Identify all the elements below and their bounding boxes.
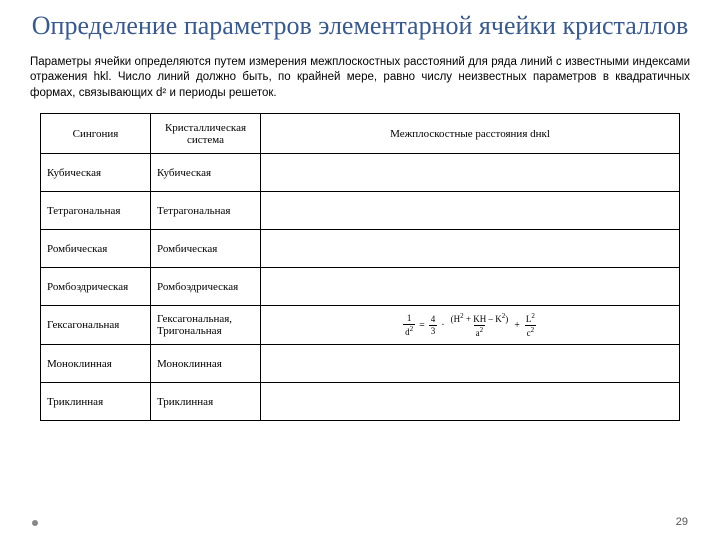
cell-syngony: Моноклинная (41, 345, 151, 383)
cell-system: Гексагональная, Тригональная (151, 306, 261, 345)
table-row: Триклинная Триклинная (41, 383, 680, 421)
table-header-row: Сингония Кристаллическая система Межплос… (41, 114, 680, 154)
cell-formula (261, 383, 680, 421)
cell-system: Ромбическая (151, 230, 261, 268)
table-row: Гексагональная Гексагональная, Тригональ… (41, 306, 680, 345)
table-container: Сингония Кристаллическая система Межплос… (0, 113, 720, 421)
cell-syngony: Гексагональная (41, 306, 151, 345)
table-row: Тетрагональная Тетрагональная (41, 192, 680, 230)
col-header-system: Кристаллическая система (151, 114, 261, 154)
cell-formula-hex: 1d2 = 43 · (H2 + KH – K2)a2 + L2c2 (261, 306, 680, 345)
col-header-distance: Межплоскостные расстояния dнкl (261, 114, 680, 154)
cell-formula (261, 230, 680, 268)
cell-system: Тетрагональная (151, 192, 261, 230)
crystal-systems-table: Сингония Кристаллическая система Межплос… (40, 113, 680, 421)
cell-syngony: Ромбическая (41, 230, 151, 268)
cell-syngony: Ромбоэдрическая (41, 268, 151, 306)
cell-system: Моноклинная (151, 345, 261, 383)
cell-formula (261, 192, 680, 230)
cell-system: Триклинная (151, 383, 261, 421)
table-row: Моноклинная Моноклинная (41, 345, 680, 383)
col-header-syngony: Сингония (41, 114, 151, 154)
table-row: Кубическая Кубическая (41, 154, 680, 192)
table-row: Ромбоэдрическая Ромбоэдрическая (41, 268, 680, 306)
slide-bullet-icon (32, 520, 38, 526)
cell-formula (261, 268, 680, 306)
hex-formula: 1d2 = 43 · (H2 + KH – K2)a2 + L2c2 (403, 313, 537, 338)
page-number: 29 (676, 516, 688, 528)
cell-formula (261, 345, 680, 383)
cell-syngony: Тетрагональная (41, 192, 151, 230)
table-row: Ромбическая Ромбическая (41, 230, 680, 268)
slide-title: Определение параметров элементарной ячей… (0, 0, 720, 51)
body-paragraph: Параметры ячейки определяются путем изме… (0, 51, 720, 114)
cell-syngony: Кубическая (41, 154, 151, 192)
cell-formula (261, 154, 680, 192)
cell-syngony: Триклинная (41, 383, 151, 421)
cell-system: Ромбоэдрическая (151, 268, 261, 306)
cell-system: Кубическая (151, 154, 261, 192)
